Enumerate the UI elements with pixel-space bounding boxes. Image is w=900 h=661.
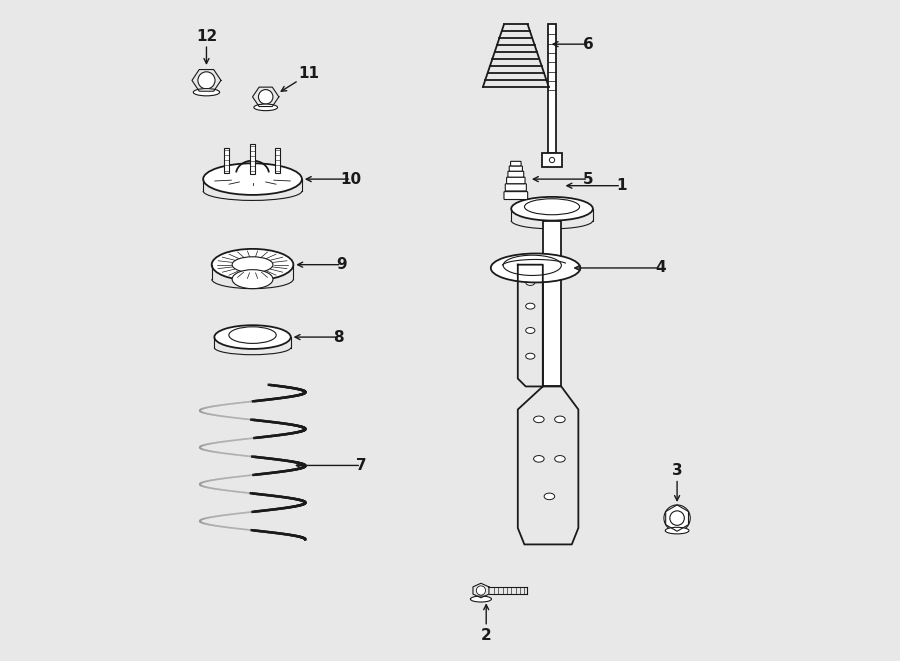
Circle shape (670, 511, 684, 525)
FancyBboxPatch shape (509, 166, 522, 171)
Text: 8: 8 (333, 330, 344, 344)
FancyBboxPatch shape (504, 192, 527, 200)
Circle shape (664, 505, 690, 531)
FancyBboxPatch shape (507, 177, 525, 184)
Ellipse shape (491, 253, 580, 282)
Circle shape (258, 90, 273, 104)
Text: 1: 1 (616, 178, 626, 193)
Ellipse shape (194, 89, 220, 96)
Ellipse shape (554, 416, 565, 422)
Ellipse shape (525, 199, 580, 215)
Text: 12: 12 (196, 29, 217, 44)
Ellipse shape (554, 455, 565, 462)
Ellipse shape (471, 596, 491, 602)
Ellipse shape (526, 280, 535, 286)
Ellipse shape (511, 197, 593, 221)
Ellipse shape (534, 416, 544, 422)
Text: 2: 2 (481, 628, 491, 642)
Text: 11: 11 (298, 66, 319, 81)
FancyBboxPatch shape (505, 184, 526, 191)
FancyBboxPatch shape (275, 147, 280, 173)
Ellipse shape (503, 255, 562, 276)
FancyBboxPatch shape (224, 147, 229, 173)
Text: 4: 4 (655, 260, 666, 276)
Ellipse shape (232, 256, 273, 272)
Text: 9: 9 (336, 257, 346, 272)
FancyBboxPatch shape (510, 161, 521, 166)
FancyBboxPatch shape (250, 144, 256, 174)
Text: 10: 10 (341, 172, 362, 186)
Ellipse shape (526, 328, 535, 333)
FancyBboxPatch shape (548, 24, 556, 153)
Ellipse shape (212, 249, 293, 280)
Ellipse shape (203, 163, 302, 195)
Ellipse shape (544, 493, 554, 500)
FancyBboxPatch shape (542, 153, 562, 167)
Ellipse shape (254, 104, 277, 110)
Text: 3: 3 (671, 463, 682, 478)
FancyBboxPatch shape (543, 221, 562, 387)
Text: 5: 5 (583, 172, 593, 186)
Text: 6: 6 (583, 36, 594, 52)
Ellipse shape (232, 270, 273, 289)
Ellipse shape (214, 325, 291, 349)
Ellipse shape (526, 353, 535, 359)
Text: 7: 7 (356, 458, 366, 473)
Ellipse shape (665, 527, 688, 534)
Circle shape (198, 72, 215, 89)
Ellipse shape (534, 455, 544, 462)
Circle shape (476, 586, 485, 595)
Ellipse shape (526, 303, 535, 309)
Circle shape (549, 157, 554, 163)
FancyBboxPatch shape (508, 171, 524, 177)
Ellipse shape (229, 327, 276, 344)
